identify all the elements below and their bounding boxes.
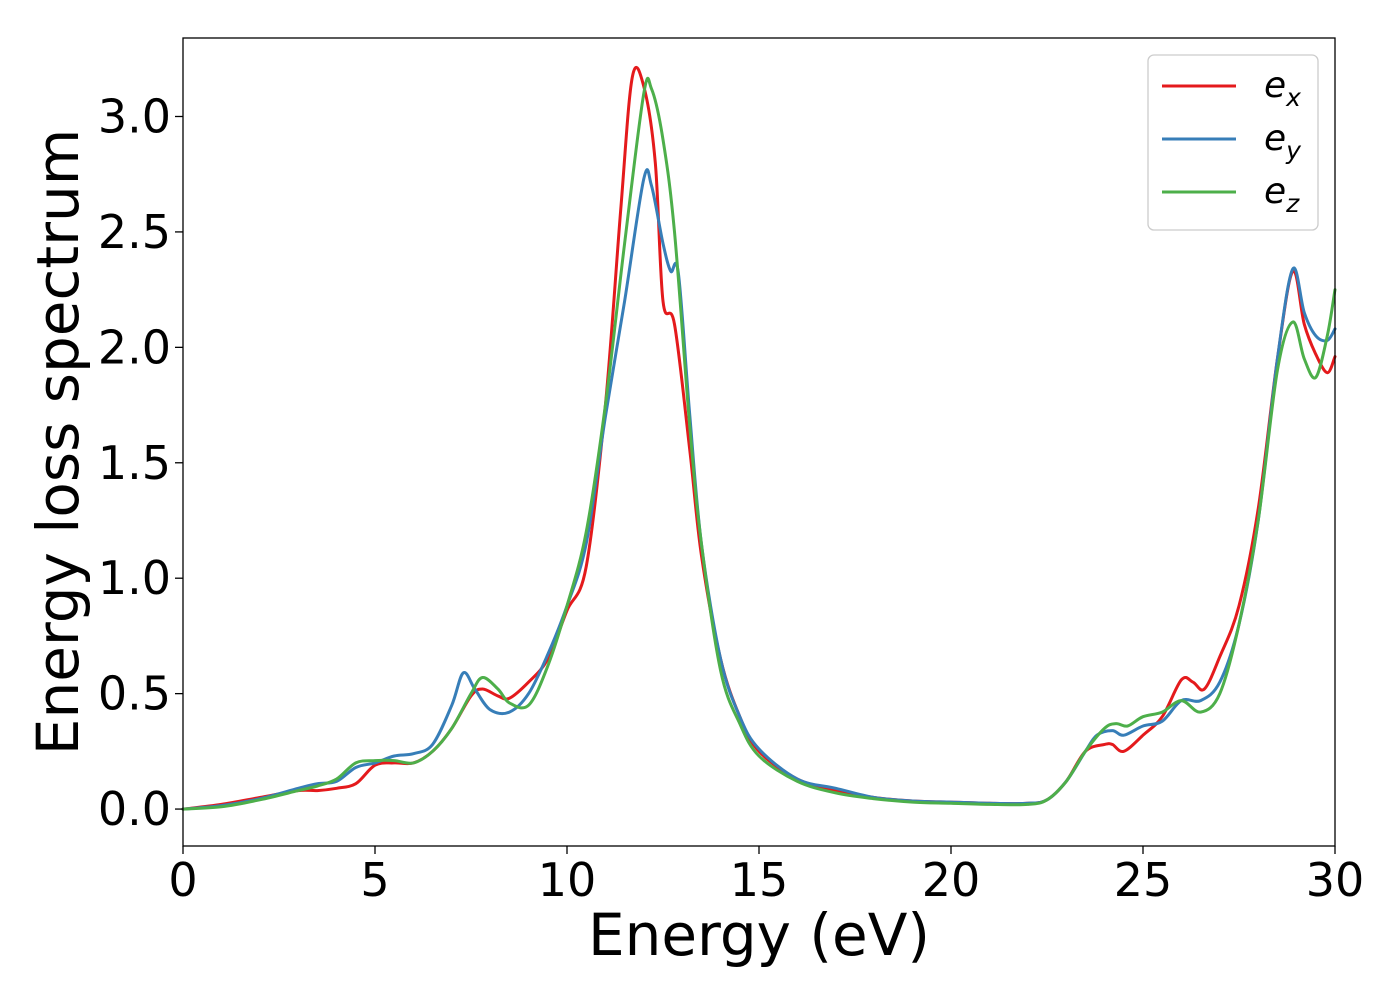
x-tick-label: 0 xyxy=(168,853,197,907)
legend-box xyxy=(1147,54,1319,231)
x-tick-label: 25 xyxy=(1114,853,1173,907)
x-tick-label: 5 xyxy=(360,853,389,907)
x-tick-label: 10 xyxy=(538,853,597,907)
series-layer xyxy=(181,65,1337,811)
y-tick-label: 1.5 xyxy=(98,436,171,490)
y-axis-ticks: 0.0 0.5 1.0 1.5 2.0 2.5 3.0 xyxy=(98,89,183,836)
y-tick-label: 0.0 xyxy=(98,782,171,836)
x-tick-label: 20 xyxy=(922,853,981,907)
y-tick-label: 2.0 xyxy=(98,320,171,374)
series-line-ez xyxy=(181,77,1337,811)
y-tick-label: 3.0 xyxy=(98,89,171,143)
y-axis-label: Energy loss spectrum xyxy=(24,129,92,755)
x-tick-label: 30 xyxy=(1306,853,1365,907)
y-tick-label: 2.5 xyxy=(98,205,171,259)
x-axis-label: Energy (eV) xyxy=(588,901,930,969)
plot-background xyxy=(183,38,1335,846)
legend-subscript: y xyxy=(1285,136,1302,165)
legend-subscript: x xyxy=(1285,83,1301,112)
y-tick-label: 1.0 xyxy=(98,551,171,605)
x-axis-ticks: 0 5 10 15 20 25 30 xyxy=(168,846,1364,907)
legend-subscript: z xyxy=(1285,189,1300,218)
x-tick-label: 15 xyxy=(730,853,789,907)
y-tick-label: 0.5 xyxy=(98,667,171,721)
